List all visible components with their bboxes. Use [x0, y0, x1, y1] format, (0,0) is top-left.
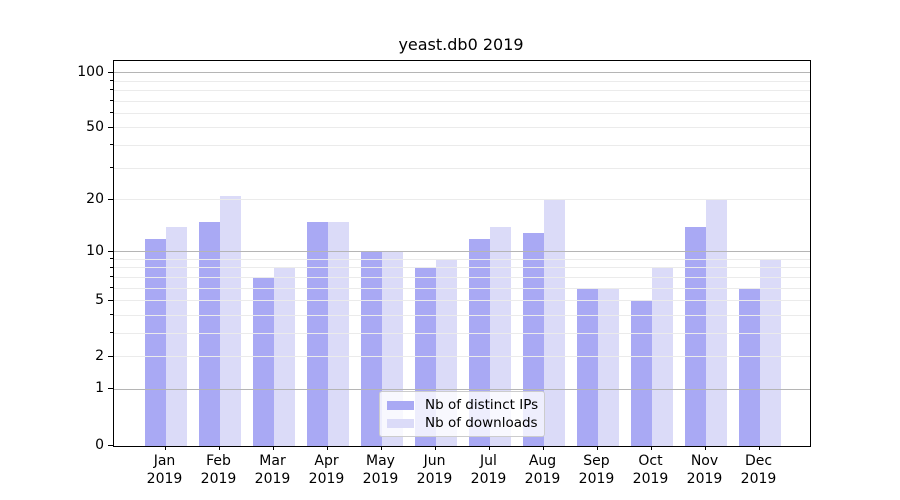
legend: Nb of distinct IPs Nb of downloads — [379, 391, 545, 437]
x-tick-label-mar: Mar 2019 — [254, 453, 291, 487]
y-minor-tick-mark — [110, 355, 113, 357]
gridline-5 — [114, 300, 810, 302]
bar-downloads-apr — [327, 221, 349, 446]
gridline-90 — [114, 80, 810, 82]
gridline-1 — [114, 388, 810, 390]
x-tick-label-feb: Feb 2019 — [200, 453, 237, 487]
bar-downloads-jan — [165, 227, 187, 446]
bar-distinct-ips-dec — [738, 288, 760, 446]
y-tick-mark — [108, 388, 113, 390]
y-minor-tick-mark — [110, 167, 113, 169]
x-tick-label-dec: Dec 2019 — [740, 453, 777, 487]
x-tick-label-jan: Jan 2019 — [146, 453, 183, 487]
y-tick-mark — [108, 444, 113, 446]
bar-distinct-ips-jan — [144, 238, 166, 446]
y-tick-label-50: 50 — [86, 118, 104, 135]
gridline-80 — [114, 89, 810, 91]
x-tick-mark — [380, 446, 382, 450]
legend-label-downloads: Nb of downloads — [425, 415, 538, 431]
y-tick-label-1: 1 — [95, 380, 104, 397]
y-minor-tick-mark — [110, 314, 113, 316]
y-tick-label-2: 2 — [95, 347, 104, 364]
y-minor-tick-mark — [110, 258, 113, 260]
bar-distinct-ips-nov — [684, 227, 706, 446]
bar-downloads-oct — [651, 268, 673, 446]
x-tick-mark — [650, 446, 652, 450]
legend-swatch-downloads-icon — [387, 419, 414, 428]
bar-downloads-mar — [273, 268, 295, 446]
plot-area — [113, 60, 811, 447]
y-minor-tick-mark — [110, 198, 113, 200]
x-tick-mark — [434, 446, 436, 450]
y-minor-tick-mark — [110, 126, 113, 128]
gridline-60 — [114, 112, 810, 114]
bar-distinct-ips-mar — [252, 277, 274, 446]
x-tick-mark — [704, 446, 706, 450]
bar-distinct-ips-feb — [198, 221, 220, 446]
y-tick-label-0: 0 — [95, 436, 104, 453]
y-minor-tick-mark — [110, 299, 113, 301]
x-tick-label-jul: Jul 2019 — [470, 453, 507, 487]
legend-label-distinct-ips: Nb of distinct IPs — [425, 397, 539, 413]
x-tick-mark — [272, 446, 274, 450]
gridline-6 — [114, 287, 810, 289]
gridline-10 — [114, 251, 810, 253]
bar-distinct-ips-sep — [576, 288, 598, 446]
gridline-70 — [114, 100, 810, 102]
gridline-30 — [114, 167, 810, 169]
gridline-7 — [114, 276, 810, 278]
x-tick-mark — [218, 446, 220, 450]
y-minor-tick-mark — [110, 89, 113, 91]
y-minor-tick-mark — [110, 332, 113, 334]
y-tick-label-100: 100 — [77, 63, 104, 80]
legend-entry-downloads: Nb of downloads — [387, 415, 538, 431]
legend-entry-distinct-ips: Nb of distinct IPs — [387, 397, 539, 413]
y-minor-tick-mark — [110, 80, 113, 82]
x-tick-label-oct: Oct 2019 — [632, 453, 669, 487]
bar-downloads-sep — [597, 288, 619, 446]
gridline-40 — [114, 144, 810, 146]
x-tick-mark — [164, 446, 166, 450]
gridline-50 — [114, 127, 810, 129]
gridline-9 — [114, 258, 810, 260]
legend-swatch-distinct-ips-icon — [387, 401, 414, 410]
bar-downloads-dec — [759, 259, 781, 446]
y-minor-tick-mark — [110, 266, 113, 268]
x-tick-label-apr: Apr 2019 — [308, 453, 345, 487]
x-tick-mark — [758, 446, 760, 450]
y-tick-label-20: 20 — [86, 190, 104, 207]
bar-distinct-ips-apr — [306, 221, 328, 446]
x-tick-mark — [326, 446, 328, 450]
y-tick-mark — [108, 250, 113, 252]
bar-downloads-nov — [705, 200, 727, 446]
x-tick-label-aug: Aug 2019 — [524, 453, 561, 487]
y-tick-label-10: 10 — [86, 242, 104, 259]
gridline-8 — [114, 267, 810, 269]
y-tick-mark — [108, 71, 113, 73]
x-tick-label-sep: Sep 2019 — [578, 453, 615, 487]
y-minor-tick-mark — [110, 276, 113, 278]
gridline-3 — [114, 332, 810, 334]
x-tick-mark — [542, 446, 544, 450]
y-minor-tick-mark — [110, 287, 113, 289]
y-minor-tick-mark — [110, 112, 113, 114]
gridline-20 — [114, 199, 810, 200]
x-tick-label-may: May 2019 — [362, 453, 399, 487]
bar-distinct-ips-oct — [630, 301, 652, 446]
y-tick-label-5: 5 — [95, 291, 104, 308]
gridline-2 — [114, 356, 810, 358]
gridline-100 — [114, 72, 810, 74]
bar-downloads-aug — [543, 200, 565, 446]
x-tick-mark — [488, 446, 490, 450]
x-tick-label-nov: Nov 2019 — [686, 453, 723, 487]
bar-downloads-feb — [219, 196, 241, 446]
x-tick-mark — [596, 446, 598, 450]
chart-title: yeast.db0 2019 — [398, 35, 524, 54]
y-minor-tick-mark — [110, 100, 113, 102]
x-tick-label-jun: Jun 2019 — [416, 453, 453, 487]
y-minor-tick-mark — [110, 144, 113, 146]
gridline-4 — [114, 314, 810, 316]
